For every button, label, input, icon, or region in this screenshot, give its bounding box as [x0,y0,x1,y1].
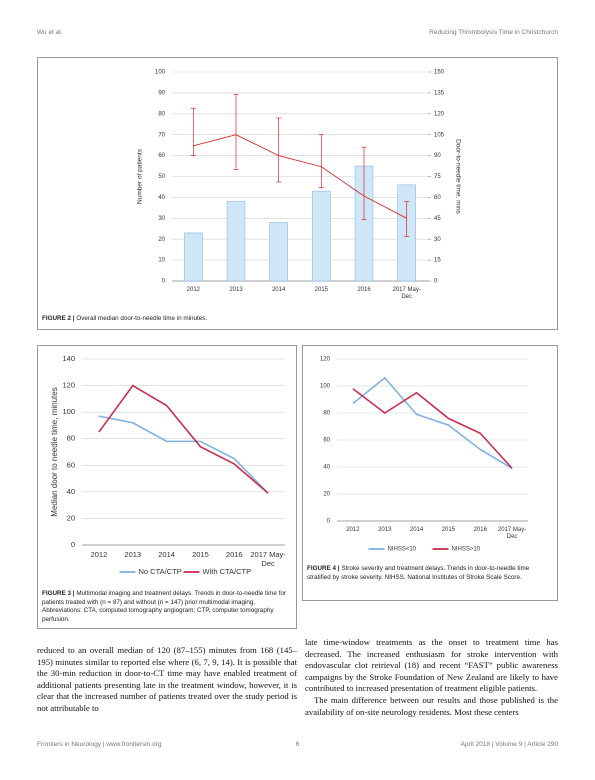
x-tick-label: 2016 [225,550,243,559]
line [193,134,407,219]
y-axis-label: Median door to needle time, minutes [50,387,59,516]
legend-label: With CTA/CTP [203,567,252,576]
caption-label: FIGURE 3 | [42,590,75,597]
x-tick-label: 2013 [124,550,142,559]
y2-tick-label: 105 [434,132,445,138]
caption-text: Multimodal imaging and treatment delays.… [42,590,286,623]
y-tick-label: 50 [158,174,165,180]
bar [184,232,203,282]
paragraph: The main difference between our results … [305,694,558,717]
x-tick-label: 2016 [473,527,487,533]
y2-tick-label: 0 [434,279,438,285]
figure-box [302,345,558,601]
y-tick-label: 120 [62,381,75,390]
figure-box [37,57,558,330]
y2-tick-label: 15 [434,258,441,264]
y-tick-label: 30 [158,216,165,222]
x-tick-label: 2017 May-Dec [497,527,527,540]
y2-tick-label: 45 [434,216,441,222]
y2-tick-label: 30 [434,237,441,243]
y2-tick-label: 90 [434,153,441,159]
y-tick-label: 40 [323,465,330,471]
line [98,384,269,494]
page-number: 6 [295,741,300,748]
legend-label: No CTA/CTP [139,567,182,576]
y2-tick-label: 120 [434,111,445,117]
y-tick-label: 20 [67,513,75,522]
y-tick-label: 20 [323,492,330,498]
legend-label: NIHSS<10 [388,547,417,553]
y-tick-label: 40 [67,487,75,496]
y-tick-label: 100 [320,384,331,390]
caption: FIGURE 3 | Multimodal imaging and treatm… [42,590,292,624]
x-tick-label: 2017 May-Dec [250,550,286,568]
bar [269,222,288,282]
y2-tick-label: 75 [434,174,441,180]
x-tick-label: 2013 [229,287,243,293]
paragraph: late time-window treatments as the onset… [305,637,558,694]
x-tick-label: 2014 [158,550,175,559]
caption-label: FIGURE 2 | [42,315,75,322]
caption-label: FIGURE 4 | [307,565,340,572]
y-tick-label: 80 [323,411,330,417]
y-tick-label: 60 [158,153,165,159]
figure-box [37,345,297,629]
x-tick-label: 2015 [192,550,209,559]
legend-label: NIHSS>10 [452,547,481,553]
x-tick-label: 2012 [186,287,200,293]
x-tick-label: 2015 [314,287,328,293]
x-tick-label: 2016 [357,287,371,293]
bar [312,190,331,282]
x-tick-label: 2014 [271,287,286,293]
y-tick-label: 140 [62,354,75,363]
body-column: reduced to an overall median of 120 (87–… [37,645,297,715]
y-tick-label: 60 [67,460,75,469]
x-tick-label: 2017 May-Dec [392,287,421,300]
bar [226,201,246,282]
line [352,388,513,469]
y-tick-label: 0 [327,519,331,525]
caption: FIGURE 4 | Stroke severity and treatment… [307,565,552,582]
y-tick-label: 100 [155,70,166,76]
x-tick-label: 2014 [409,527,424,533]
running-title: Reducing Thrombolysis Time in Christchur… [429,29,558,36]
y-axis-label: Number of patients [137,148,144,204]
x-tick-label: 2013 [378,527,392,533]
paragraph: reduced to an overall median of 120 (87–… [37,645,297,713]
x-tick-label: 2015 [441,527,456,533]
y-tick-label: 0 [71,540,75,549]
y-tick-label: 80 [158,111,165,117]
x-tick-label: 2012 [90,550,108,559]
y-tick-label: 90 [158,90,165,96]
caption-text: Overall median door-to-needle time in mi… [76,315,208,322]
body-column: late time-window treatments as the onset… [305,637,558,718]
footer-journal: Frontiers in Neurology | www.frontiersin… [37,741,162,748]
y2-tick-label: 60 [434,195,441,201]
line [352,376,513,470]
y-tick-label: 40 [158,195,165,201]
running-author: Wu et al. [37,29,63,36]
y2-tick-label: 135 [434,90,445,96]
caption: FIGURE 2 | Overall median door-to-needle… [42,315,542,324]
y-tick-label: 10 [158,258,165,264]
y-tick-label: 70 [158,132,165,138]
y-tick-label: 0 [162,279,166,285]
y2-tick-label: 150 [434,70,445,76]
y-tick-label: 100 [62,407,75,416]
y-tick-label: 60 [323,438,330,444]
caption-text: Stroke severity and treatment delays. Tr… [307,565,530,581]
y-tick-label: 20 [158,237,165,243]
line [98,415,269,494]
y-tick-label: 120 [320,357,331,363]
footer-issue: April 2018 | Volume 9 | Article 290 [460,741,558,748]
y2-axis-label: Door-to-needle time, mins [454,139,461,215]
y-tick-label: 80 [67,434,75,443]
x-tick-label: 2012 [346,527,360,533]
